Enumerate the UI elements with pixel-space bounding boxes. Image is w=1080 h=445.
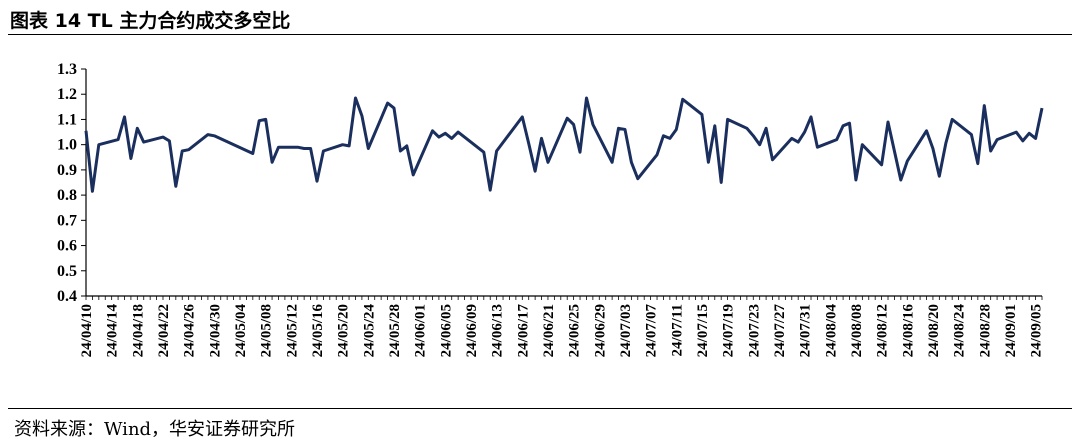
x-tick-label: 24/07/15 bbox=[695, 304, 711, 357]
x-tick-label: 24/06/01 bbox=[413, 304, 429, 357]
x-tick-label: 24/08/16 bbox=[900, 304, 916, 358]
x-tick-label: 24/05/24 bbox=[361, 304, 377, 358]
x-tick-label: 24/05/20 bbox=[336, 304, 352, 357]
x-tick-label: 24/06/17 bbox=[515, 304, 531, 358]
x-tick-label: 24/06/13 bbox=[490, 304, 506, 357]
x-tick-label: 24/04/14 bbox=[105, 304, 121, 358]
x-tick-label: 24/06/09 bbox=[464, 304, 480, 357]
y-tick-label: 1.1 bbox=[57, 111, 77, 128]
x-tick-label: 24/08/20 bbox=[926, 304, 942, 357]
x-tick-label: 24/07/27 bbox=[772, 304, 788, 358]
x-tick-label: 24/07/31 bbox=[798, 304, 814, 357]
x-tick-labels: 24/04/10 24/04/14 24/04/18 24/04/22 24/04/26… bbox=[79, 304, 1045, 358]
x-tick-label: 24/06/29 bbox=[592, 304, 608, 357]
x-tick-label: 24/04/26 bbox=[182, 304, 198, 358]
x-tick-label: 24/06/25 bbox=[567, 304, 583, 357]
x-tick-label: 24/05/04 bbox=[233, 304, 249, 358]
x-tick-label: 24/05/12 bbox=[284, 304, 300, 357]
source-divider bbox=[8, 408, 1072, 409]
y-tick-labels: 0.4 0.5 0.6 0.7 0.8 0.9 1.0 1.1 1.2 1.3 bbox=[57, 61, 77, 305]
y-tick-label: 0.9 bbox=[57, 162, 77, 179]
x-tick-label: 24/09/05 bbox=[1029, 304, 1045, 357]
y-tick-label: 0.4 bbox=[57, 288, 77, 305]
x-tick-label: 24/06/05 bbox=[438, 304, 454, 357]
x-tick-label: 24/06/21 bbox=[541, 304, 557, 357]
y-tick-label: 0.5 bbox=[57, 263, 77, 280]
x-tick-label: 24/05/28 bbox=[387, 304, 403, 357]
x-tick-label: 24/08/24 bbox=[952, 304, 968, 358]
chart-title: 图表 14 TL 主力合约成交多空比 bbox=[10, 10, 291, 32]
x-tick-label: 24/08/08 bbox=[849, 304, 865, 357]
chart-canvas: 0.40.50.60.70.80.91.01.11.21.3 24/04/10 2… bbox=[57, 61, 1045, 358]
y-tick-label: 1.2 bbox=[57, 86, 77, 103]
y-tick-label: 0.6 bbox=[57, 238, 77, 255]
x-tick-label: 24/07/11 bbox=[669, 304, 685, 357]
y-tick-label: 1.0 bbox=[57, 137, 77, 154]
source-note: 资料来源：Wind，华安证券研究所 bbox=[14, 419, 296, 440]
x-tick-label: 24/08/12 bbox=[875, 304, 891, 357]
x-tick-label: 24/07/03 bbox=[618, 304, 634, 357]
x-tick-label: 24/07/23 bbox=[746, 304, 762, 357]
x-tick-label: 24/07/19 bbox=[721, 304, 737, 357]
y-tick-label: 0.7 bbox=[57, 212, 77, 229]
x-tick-label: 24/04/18 bbox=[130, 304, 146, 357]
x-tick-label: 24/05/08 bbox=[259, 304, 275, 357]
y-tick-label: 1.3 bbox=[57, 61, 77, 78]
title-divider bbox=[8, 34, 1072, 35]
x-tick-label: 24/07/07 bbox=[644, 304, 660, 358]
x-tick-label: 24/04/22 bbox=[156, 304, 172, 357]
x-tick-label: 24/08/04 bbox=[823, 304, 839, 358]
series-line bbox=[84, 96, 1044, 193]
x-tick-label: 24/05/16 bbox=[310, 304, 326, 358]
x-tick-label: 24/04/10 bbox=[79, 304, 95, 357]
x-tick-label: 24/04/30 bbox=[207, 304, 223, 357]
x-tick-label: 24/08/28 bbox=[977, 304, 993, 357]
chart-axes bbox=[81, 68, 1043, 300]
y-tick-label: 0.8 bbox=[57, 187, 77, 204]
x-tick-label: 24/09/01 bbox=[1003, 304, 1019, 357]
